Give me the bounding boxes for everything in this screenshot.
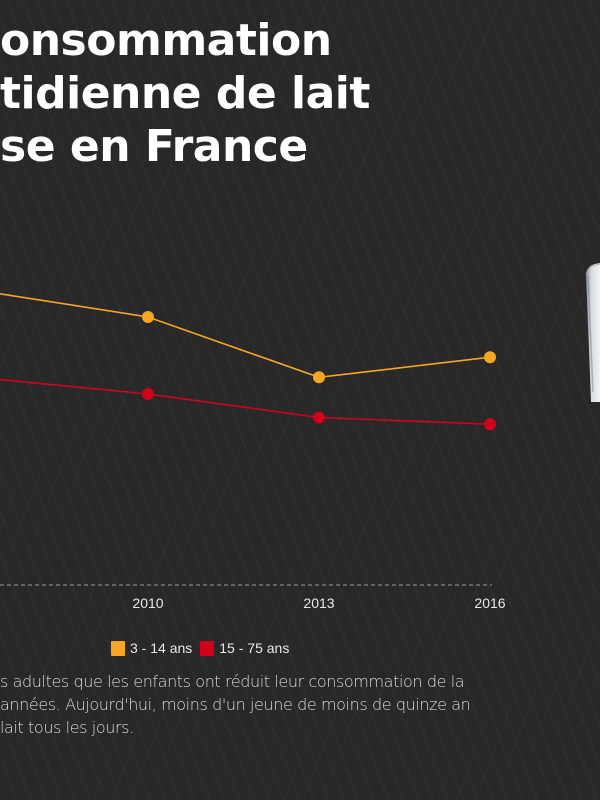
x-tick-label: 2010	[132, 595, 163, 611]
x-tick-labels: 2010 2013 2016	[132, 595, 505, 611]
title-line-1: onsommation	[0, 15, 332, 66]
series-line	[0, 378, 491, 425]
caption-line-3: lait tous les jours.	[0, 718, 134, 737]
data-point-2010[interactable]	[142, 388, 154, 401]
chart-title: onsommation tidienne de lait se en Franc…	[0, 14, 420, 173]
x-tick-label: 2016	[474, 595, 505, 611]
legend: 3 - 14 ans 15 - 75 ans	[111, 640, 289, 656]
data-point-2013[interactable]	[313, 411, 325, 424]
series-15-75ans	[0, 378, 496, 431]
data-point-2016[interactable]	[484, 418, 496, 431]
caption-line-2: années. Aujourd'hui, moins d'un jeune de…	[0, 695, 471, 714]
milk-glass-icon	[585, 263, 600, 402]
title-line-3: se en France	[0, 121, 308, 172]
data-point-2010[interactable]	[142, 311, 154, 323]
x-tick-label: 2013	[303, 595, 334, 611]
legend-item-15-75[interactable]: 15 - 75 ans	[200, 640, 289, 656]
legend-swatch-orange	[111, 640, 125, 656]
series-layer	[0, 293, 496, 431]
legend-label: 3 - 14 ans	[130, 640, 193, 656]
series-line	[0, 293, 491, 379]
caption-line-1: s adultes que les enfants ont réduit leu…	[0, 672, 465, 691]
series-3-14ans	[0, 293, 496, 384]
legend-label: 15 - 75 ans	[219, 640, 290, 656]
title-line-2: tidienne de lait	[0, 68, 370, 119]
data-point-2016[interactable]	[484, 351, 496, 364]
legend-swatch-red	[200, 640, 215, 656]
legend-item-3-14[interactable]: 3 - 14 ans	[111, 640, 192, 656]
data-point-2013[interactable]	[313, 371, 325, 384]
caption-text: s adultes que les enfants ont réduit leu…	[0, 670, 600, 739]
